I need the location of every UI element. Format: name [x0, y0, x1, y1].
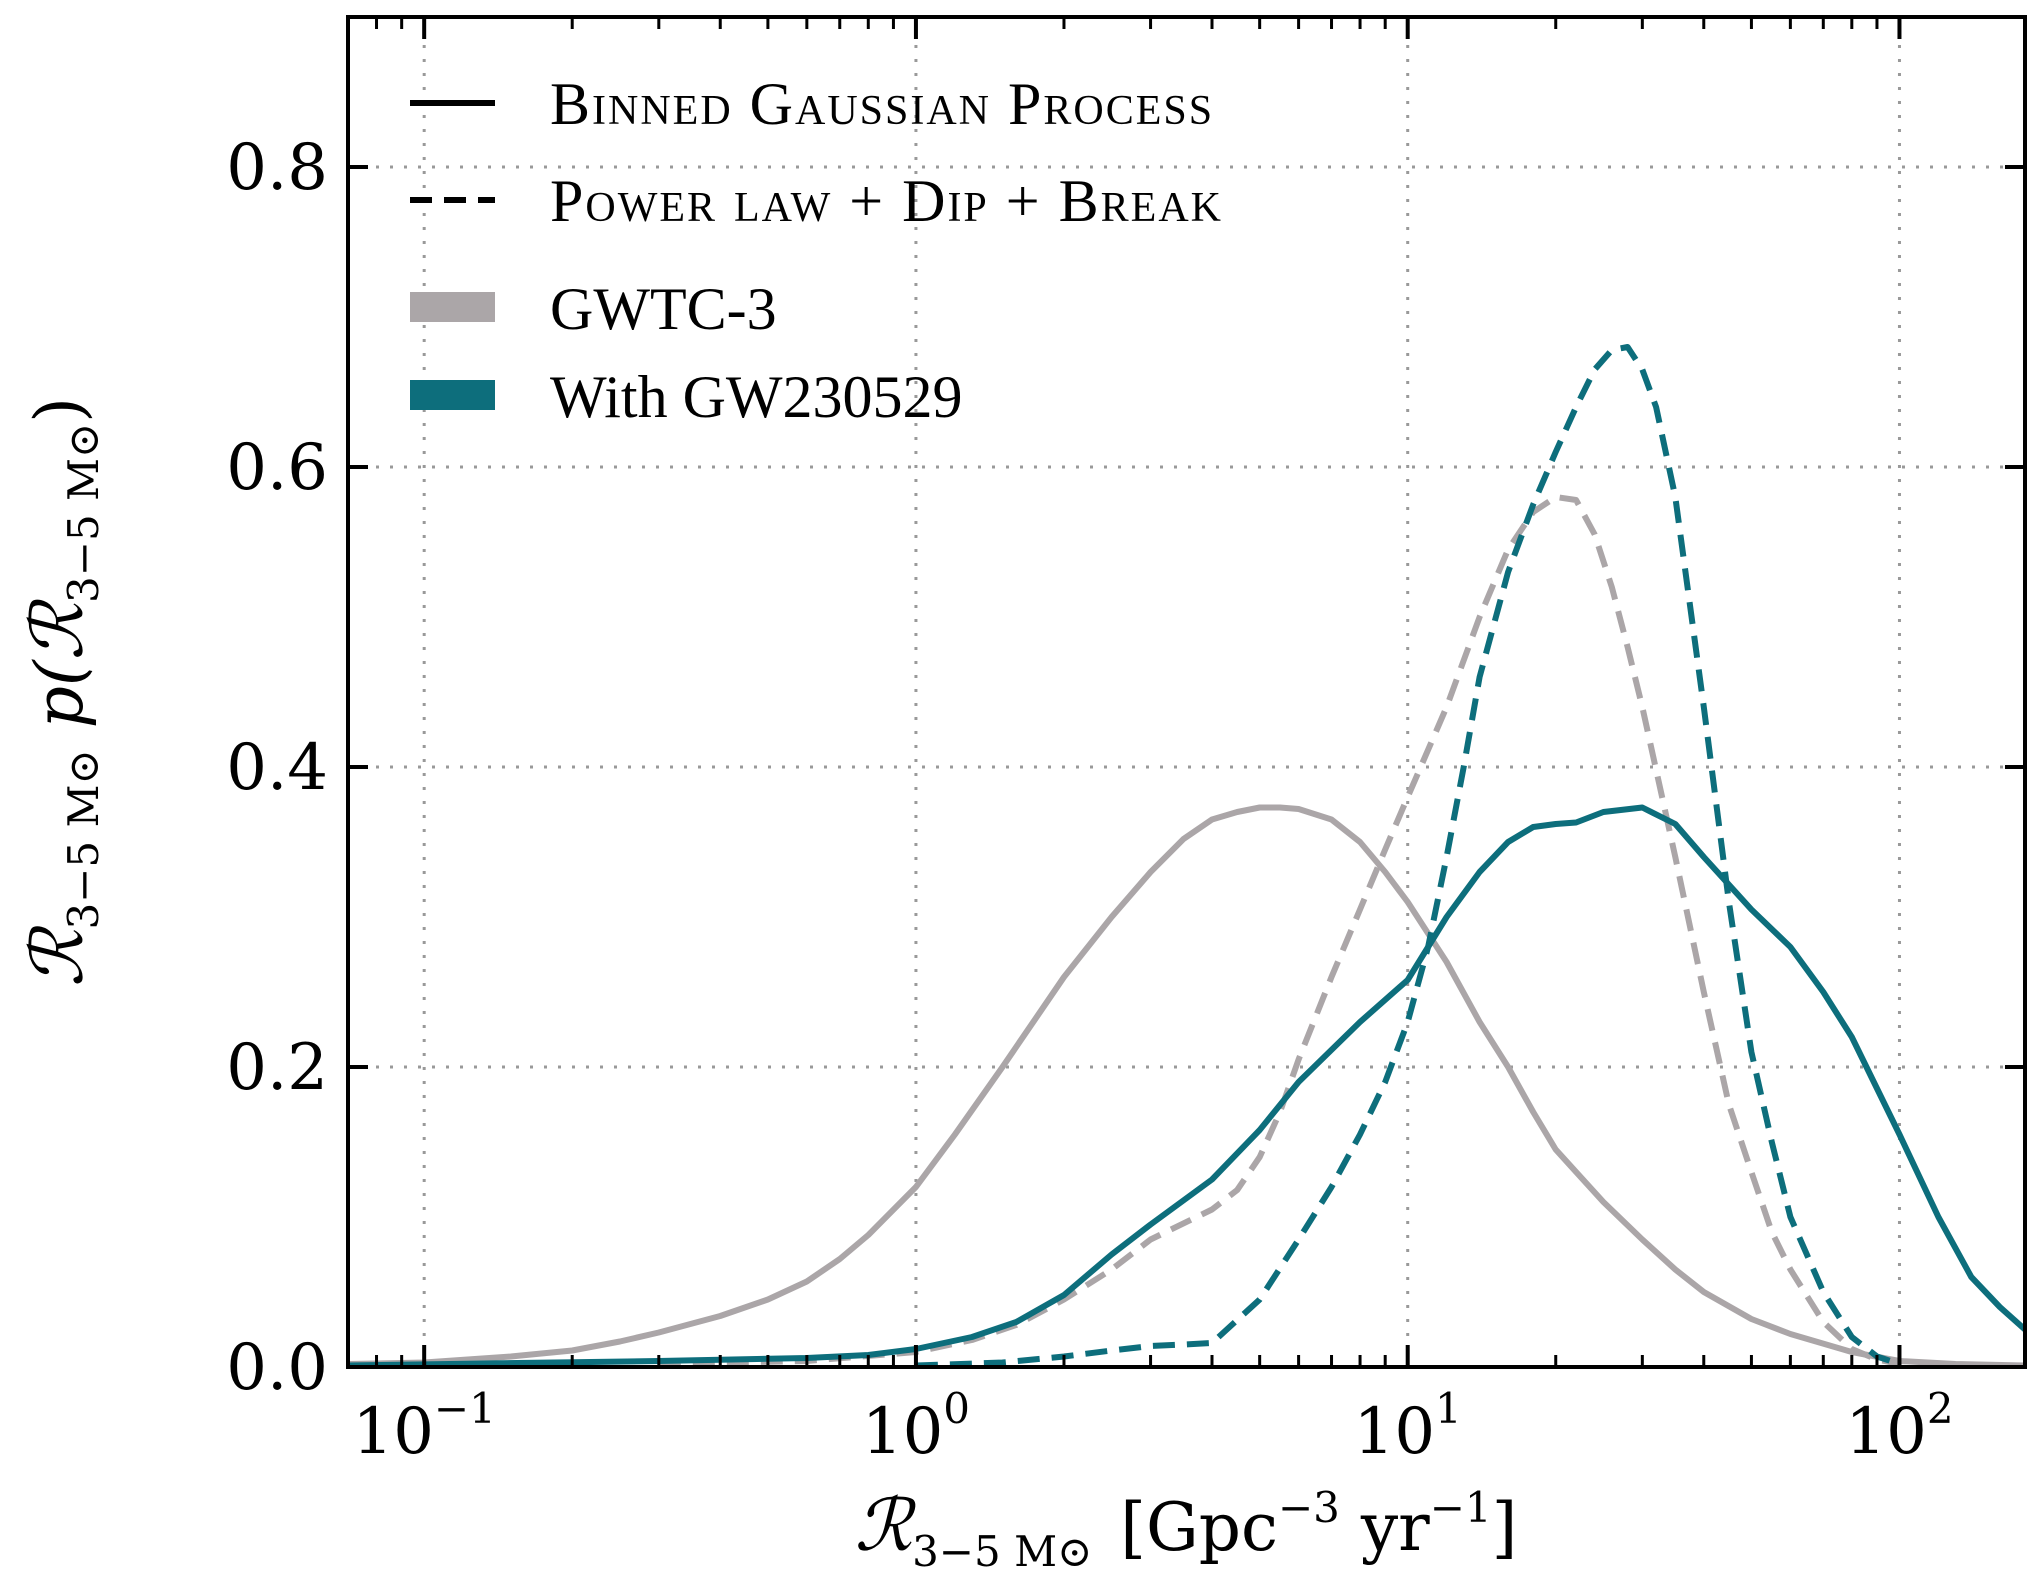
series-line-dashed-gwtc3	[658, 494, 1901, 1367]
y-label-subscript: 3−5 M⊙	[59, 749, 108, 929]
x-label-symbol: ℛ	[855, 1483, 917, 1567]
y-label-symbol: ℛ	[15, 925, 99, 987]
x-tick-label: 101	[1354, 1384, 1462, 1469]
legend-label-color-1: With GW230529	[550, 364, 963, 430]
legend-label-dashed: Power law + Dip + Break	[550, 168, 1223, 234]
x-label-unit-close: ]	[1492, 1489, 1518, 1566]
y-tick-label: 0.0	[226, 1331, 328, 1405]
grid-layer	[348, 17, 2025, 1367]
y-label-subscript-2: 3−5 M⊙	[59, 423, 108, 603]
plot-frame	[346, 15, 2027, 1369]
x-tick-label: 102	[1845, 1384, 1953, 1469]
y-label-close: )	[21, 397, 98, 423]
x-label-subscript: 3−5 M⊙	[912, 1527, 1092, 1576]
y-tick-label: 0.8	[226, 131, 328, 205]
series-line-dashed-with-gw230529	[915, 344, 1901, 1367]
y-tick-label: 0.6	[226, 431, 328, 505]
y-axis-ticks: 0.0 0.2 0.4 0.6 0.8	[226, 131, 2025, 1405]
x-label-exp1: −3	[1278, 1483, 1340, 1532]
legend: Binned Gaussian Process Power law + Dip +…	[410, 71, 1223, 430]
legend-swatch-0	[410, 292, 495, 322]
legend-label-solid: Binned Gaussian Process	[550, 71, 1214, 137]
y-label-symbol-2: ℛ	[15, 598, 99, 660]
legend-label-color-0: GWTC-3	[550, 276, 777, 342]
x-axis-ticks: 10−1 100 101 102	[352, 17, 1954, 1469]
series-line-solid-gwtc3	[348, 804, 2025, 1367]
x-tick-label: 10−1	[352, 1384, 495, 1469]
x-label-exp2: −1	[1430, 1483, 1492, 1532]
legend-swatch-1	[410, 380, 495, 410]
y-tick-label: 0.2	[226, 1031, 328, 1105]
y-tick-label: 0.4	[226, 731, 328, 805]
x-label-mid: yr	[1340, 1489, 1430, 1566]
x-tick-label: 100	[862, 1384, 970, 1469]
series-layer	[348, 344, 2025, 1367]
y-axis-label: ℛ3−5 M⊙ p(ℛ3−5 M⊙)	[15, 397, 108, 987]
x-label-unit-open: [Gpc	[1120, 1489, 1278, 1566]
x-axis-label: ℛ3−5 M⊙ [Gpc−3 yr−1]	[855, 1483, 1518, 1576]
series-line-solid-with-gw230529	[348, 804, 2025, 1367]
y-label-func: p(	[21, 659, 98, 749]
